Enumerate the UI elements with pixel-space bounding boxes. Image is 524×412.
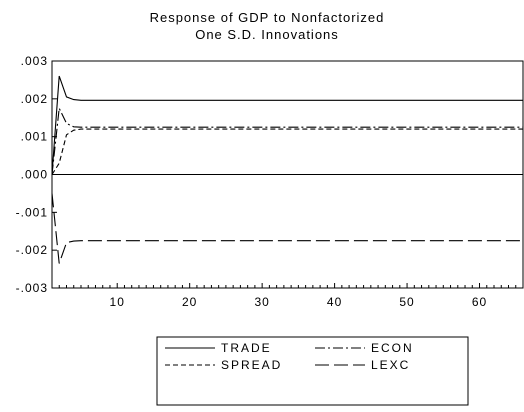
legend-label-spread: SPREAD (221, 358, 282, 372)
series-line-econ (51, 106, 523, 175)
chart-title-line-1: Response of GDP to Nonfactorized (150, 10, 385, 25)
series-line-lexc (51, 193, 523, 264)
series-line-spread (51, 128, 523, 175)
y-tick-label: -.003 (16, 281, 48, 295)
x-tick-label: 20 (182, 295, 197, 309)
legend-label-lexc: LEXC (371, 358, 410, 372)
legend-box (156, 336, 469, 406)
y-tick-label: .000 (21, 168, 48, 182)
x-tick-label: 50 (399, 295, 414, 309)
x-tick-label: 60 (472, 295, 487, 309)
chart-title-line-2: One S.D. Innovations (195, 27, 339, 42)
y-tick-label: -.002 (16, 243, 48, 257)
y-tick-label: .001 (21, 130, 48, 144)
x-tick-label: 30 (254, 295, 269, 309)
x-tick-label: 10 (110, 295, 125, 309)
y-tick-label: .002 (21, 92, 48, 106)
legend-label-trade: TRADE (221, 341, 272, 355)
series-line-trade (51, 75, 523, 175)
x-tick-label: 40 (327, 295, 342, 309)
y-tick-label: -.001 (16, 205, 48, 219)
legend-label-econ: ECON (371, 341, 414, 355)
y-tick-label: .003 (21, 54, 48, 68)
